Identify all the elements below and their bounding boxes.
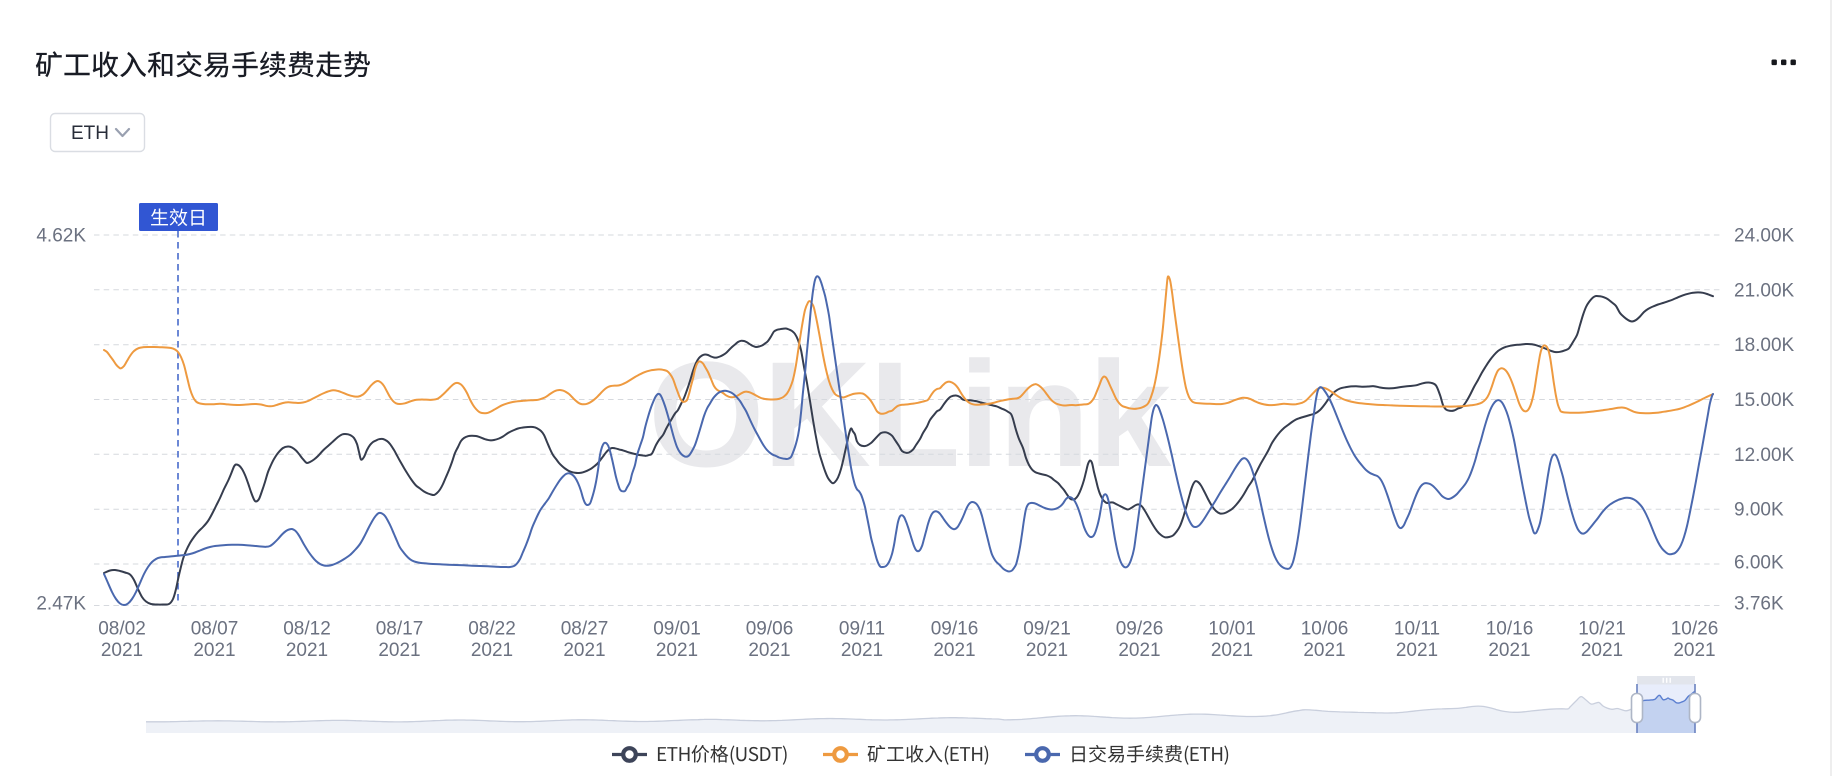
- svg-text:2021: 2021: [656, 640, 698, 661]
- svg-text:2021: 2021: [471, 640, 513, 661]
- svg-text:2021: 2021: [1118, 640, 1160, 661]
- svg-text:10/26: 10/26: [1671, 619, 1719, 640]
- svg-text:2021: 2021: [748, 640, 790, 661]
- svg-text:2021: 2021: [1581, 640, 1623, 661]
- svg-text:2021: 2021: [1303, 640, 1345, 661]
- svg-text:08/27: 08/27: [561, 619, 609, 640]
- svg-text:10/01: 10/01: [1208, 619, 1256, 640]
- svg-text:09/11: 09/11: [839, 619, 885, 640]
- svg-text:10/06: 10/06: [1301, 619, 1349, 640]
- svg-text:10/16: 10/16: [1486, 619, 1534, 640]
- svg-text:2021: 2021: [193, 640, 235, 661]
- svg-text:24.00K: 24.00K: [1734, 226, 1795, 247]
- svg-text:08/22: 08/22: [468, 619, 516, 640]
- svg-text:4.62K: 4.62K: [36, 226, 86, 247]
- svg-text:ETH: ETH: [71, 123, 109, 144]
- svg-text:08/17: 08/17: [376, 619, 424, 640]
- svg-text:15.00K: 15.00K: [1734, 390, 1795, 411]
- svg-text:2021: 2021: [286, 640, 328, 661]
- svg-text:09/01: 09/01: [653, 619, 701, 640]
- svg-text:18.00K: 18.00K: [1734, 335, 1795, 356]
- svg-text:09/26: 09/26: [1116, 619, 1164, 640]
- svg-text:08/07: 08/07: [191, 619, 239, 640]
- svg-text:09/06: 09/06: [746, 619, 794, 640]
- svg-text:09/21: 09/21: [1023, 619, 1071, 640]
- svg-text:3.76K: 3.76K: [1734, 594, 1784, 615]
- svg-text:2021: 2021: [1211, 640, 1253, 661]
- svg-text:2021: 2021: [563, 640, 605, 661]
- svg-text:21.00K: 21.00K: [1734, 280, 1795, 301]
- svg-text:9.00K: 9.00K: [1734, 500, 1784, 521]
- svg-text:2021: 2021: [1396, 640, 1438, 661]
- svg-text:08/12: 08/12: [283, 619, 331, 640]
- svg-text:2021: 2021: [101, 640, 143, 661]
- svg-text:10/11: 10/11: [1394, 619, 1440, 640]
- svg-text:09/16: 09/16: [931, 619, 979, 640]
- svg-text:2.47K: 2.47K: [36, 594, 86, 615]
- svg-text:2021: 2021: [1673, 640, 1715, 661]
- svg-text:10/21: 10/21: [1578, 619, 1626, 640]
- svg-text:2021: 2021: [1026, 640, 1068, 661]
- svg-text:2021: 2021: [841, 640, 883, 661]
- svg-text:08/02: 08/02: [98, 619, 146, 640]
- svg-text:6.00K: 6.00K: [1734, 553, 1784, 574]
- svg-text:2021: 2021: [1488, 640, 1530, 661]
- svg-text:2021: 2021: [378, 640, 420, 661]
- svg-text:2021: 2021: [933, 640, 975, 661]
- svg-text:12.00K: 12.00K: [1734, 445, 1795, 466]
